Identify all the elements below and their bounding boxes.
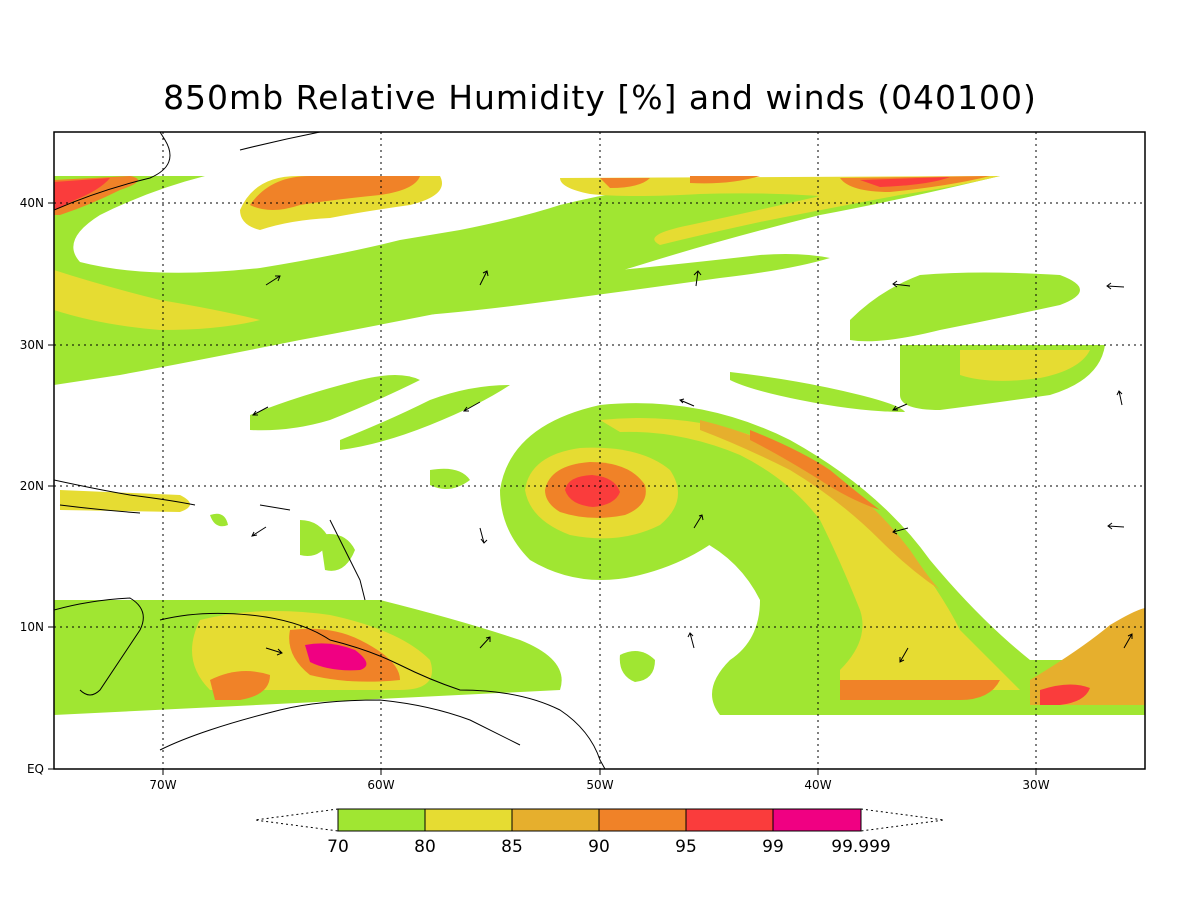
- humidity-region: [1040, 684, 1090, 705]
- humidity-region: [560, 176, 1000, 245]
- lon-label: 60W: [367, 778, 394, 792]
- colorbar-segment: [598, 808, 687, 832]
- humidity-region: [860, 177, 950, 187]
- wind-arrow: [1107, 522, 1125, 530]
- colorbar-label: 95: [675, 837, 697, 857]
- humidity-region: [565, 475, 620, 507]
- humidity-field: [54, 175, 1145, 715]
- coastline: [239, 132, 321, 151]
- lon-label: 40W: [804, 778, 831, 792]
- humidity-region: [60, 490, 190, 512]
- colorbar-label: 85: [501, 837, 523, 857]
- coastline: [54, 479, 196, 514]
- humidity-region: [600, 418, 1020, 690]
- wind-arrow: [479, 270, 489, 286]
- colorbar-label: 99: [762, 837, 784, 857]
- wind-arrow: [1106, 282, 1125, 290]
- wind-arrow: [693, 270, 702, 287]
- coastline: [54, 597, 144, 696]
- humidity-region: [250, 176, 420, 210]
- colorbar-segment: [337, 808, 426, 832]
- coastline: [159, 699, 521, 751]
- wind-arrow: [892, 527, 909, 535]
- colorbar-label: 80: [414, 837, 436, 857]
- map-title: 850mb Relative Humidity [%] and winds (0…: [163, 78, 1037, 117]
- wind-arrow: [1116, 390, 1123, 406]
- colorbar-segment: [685, 808, 774, 832]
- humidity-region: [1030, 608, 1145, 705]
- wind-arrow: [479, 636, 491, 649]
- humidity-region: [54, 178, 110, 210]
- humidity-region: [750, 430, 880, 510]
- humidity-region: [250, 375, 420, 431]
- lat-label: 10N: [20, 620, 44, 634]
- wind-arrow: [252, 406, 269, 416]
- humidity-region: [210, 468, 470, 527]
- humidity-region: [54, 270, 260, 330]
- colorbar-label: 90: [588, 837, 610, 857]
- lon-label: 30W: [1022, 778, 1049, 792]
- wind-arrow: [479, 527, 488, 544]
- humidity-region: [210, 671, 270, 700]
- colorbar-segment: [424, 808, 513, 832]
- lon-label: 70W: [149, 778, 176, 792]
- humidity-region: [850, 272, 1080, 342]
- lat-label: 40N: [20, 196, 44, 210]
- colorbar-segment: [772, 808, 862, 832]
- coastlines: [54, 132, 606, 769]
- humidity-region: [340, 385, 510, 450]
- wind-arrow: [1123, 633, 1133, 649]
- colorbar-upper-extension: [860, 808, 945, 832]
- coastline: [54, 132, 171, 211]
- coastline: [159, 612, 606, 769]
- wind-arrow: [892, 403, 908, 411]
- humidity-region: [305, 643, 367, 671]
- colorbar-lower-extension: [254, 808, 339, 832]
- humidity-region: [619, 651, 655, 682]
- gridlines: [54, 132, 1145, 769]
- humidity-region: [300, 520, 355, 571]
- humidity-region: [380, 254, 830, 318]
- wind-arrow: [693, 514, 704, 529]
- humidity-region: [840, 680, 1000, 700]
- colorbar: 70 80 85 90 95 99 99.999: [254, 808, 945, 857]
- lon-label: 50W: [586, 778, 613, 792]
- colorbar-label: 70: [327, 837, 349, 857]
- axis-ticks: [48, 202, 1037, 775]
- lat-label: EQ: [27, 762, 44, 776]
- wind-vectors: [251, 270, 1133, 663]
- colorbar-segment: [511, 808, 600, 832]
- lat-label: 30N: [20, 338, 44, 352]
- coastline: [259, 504, 366, 601]
- humidity-region: [960, 350, 1090, 381]
- wind-arrow: [265, 647, 283, 656]
- wind-arrow: [687, 632, 695, 649]
- wind-arrow: [265, 275, 281, 286]
- wind-arrow: [892, 280, 911, 288]
- wind-arrow: [899, 647, 909, 663]
- humidity-region: [700, 420, 940, 590]
- wind-arrow: [463, 401, 481, 412]
- wind-arrow: [679, 398, 695, 407]
- wind-arrow: [251, 526, 267, 537]
- lat-label: 20N: [20, 479, 44, 493]
- colorbar-label: 99.999: [831, 837, 890, 857]
